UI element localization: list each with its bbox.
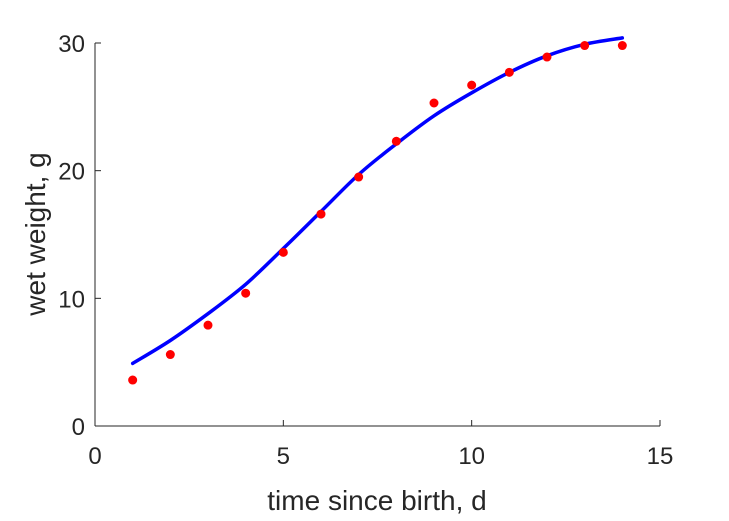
x-tick-label: 0: [88, 443, 101, 470]
data-point: [165, 350, 175, 360]
y-tick-label: 30: [58, 31, 85, 58]
x-axis-label: time since birth, d: [267, 485, 486, 516]
y-tick-label: 20: [58, 159, 85, 186]
fit-line-group: [130, 36, 625, 366]
data-point: [617, 41, 627, 51]
data-point: [278, 247, 288, 257]
fit-line: [130, 36, 625, 366]
x-tick-label: 5: [277, 443, 290, 470]
y-tick-label: 10: [58, 286, 85, 313]
y-axis-label: wet weight, g: [20, 152, 51, 316]
data-points-group: [128, 41, 627, 385]
data-point: [354, 172, 364, 182]
data-point: [128, 375, 138, 385]
y-tick-label: 0: [72, 414, 85, 441]
y-ticks: 0 10 20 30: [58, 31, 101, 441]
data-point: [203, 320, 213, 330]
data-point: [467, 80, 477, 90]
data-point: [241, 288, 251, 298]
axes: [94, 43, 660, 427]
x-ticks: 0 5 10 15: [88, 420, 673, 470]
x-tick-label: 15: [647, 443, 674, 470]
data-point: [580, 41, 590, 51]
data-point: [429, 98, 439, 108]
data-point: [391, 136, 401, 146]
data-point: [504, 67, 514, 77]
data-point: [542, 52, 552, 62]
data-point: [316, 209, 326, 219]
x-tick-label: 10: [458, 443, 485, 470]
